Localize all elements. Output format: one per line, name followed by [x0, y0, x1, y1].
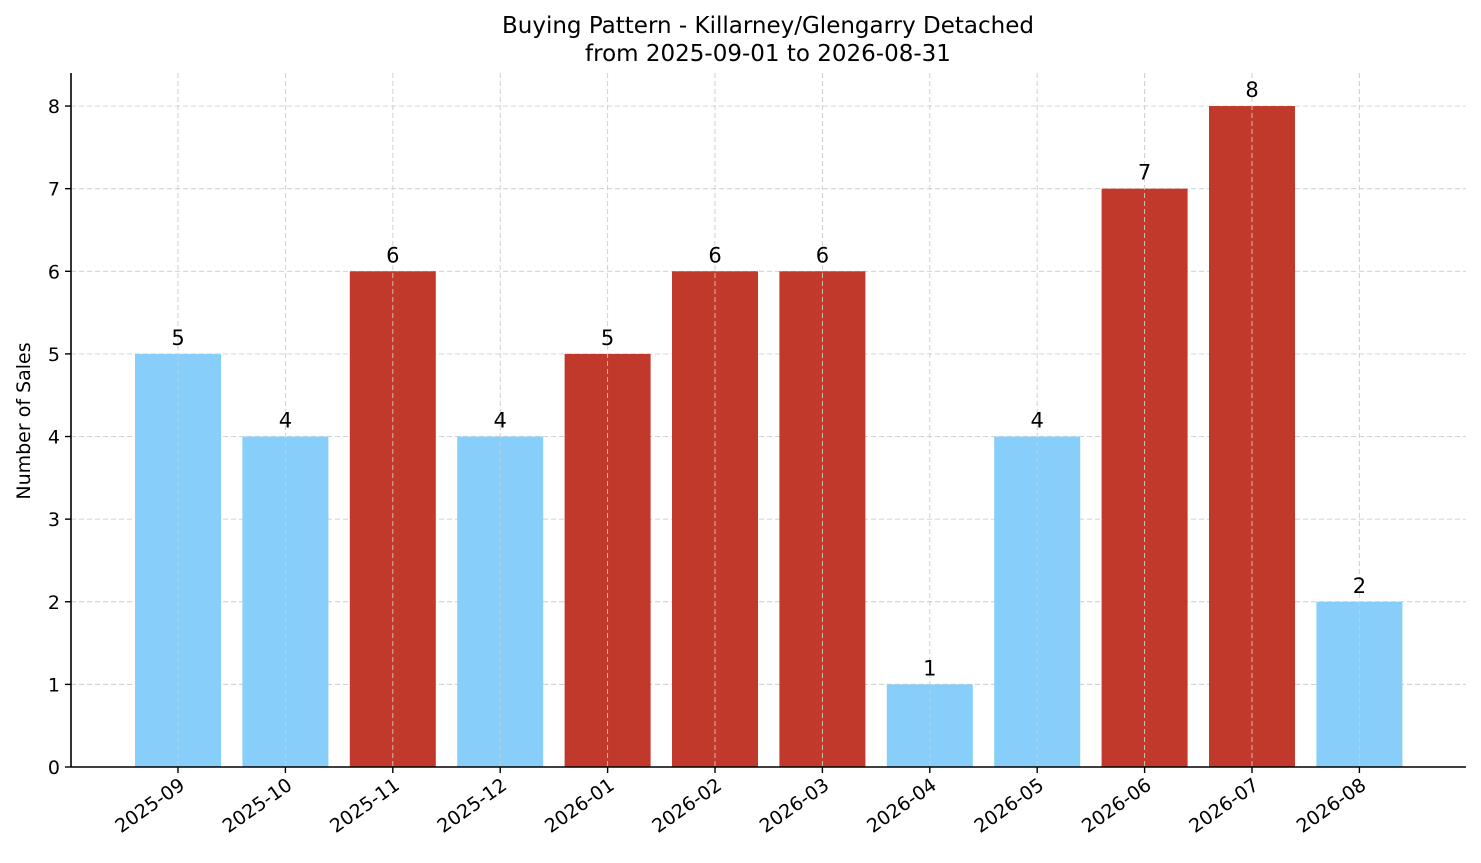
data-label-2026-07: 8	[1245, 78, 1258, 102]
x-tick-label: 2026-03	[756, 774, 834, 838]
data-label-2025-09: 5	[171, 326, 184, 350]
x-tick-label: 2025-11	[326, 774, 404, 838]
data-label-2025-11: 6	[386, 243, 399, 267]
y-tick-label: 1	[48, 674, 60, 696]
data-label-2026-08: 2	[1353, 574, 1366, 598]
y-tick-label: 6	[48, 261, 60, 283]
y-tick-label: 3	[48, 509, 60, 531]
x-tick-label: 2026-04	[863, 774, 941, 838]
x-tick-label: 2026-02	[648, 774, 726, 838]
x-tick-label: 2025-10	[219, 774, 297, 838]
data-label-2025-12: 4	[494, 409, 507, 433]
x-tick-label: 2026-05	[970, 774, 1048, 838]
x-tick-label: 2026-07	[1185, 774, 1263, 838]
data-labels: 5 4 6 4 5 6 6 1 4 7 8 2	[171, 73, 1366, 767]
x-tick-label: 2025-09	[111, 774, 189, 838]
data-label-2026-01: 5	[601, 326, 614, 350]
x-tick-label: 2026-06	[1078, 774, 1156, 838]
y-tick-label: 2	[48, 592, 60, 614]
chart-title: Buying Pattern - Killarney/Glengarry Det…	[502, 13, 1034, 39]
data-label-2025-10: 4	[279, 409, 292, 433]
y-tick-label: 0	[48, 757, 60, 779]
x-tick-label: 2026-01	[541, 774, 619, 838]
axes	[65, 73, 1466, 773]
y-axis-label: Number of Sales	[13, 342, 35, 499]
y-tick-label: 7	[48, 179, 60, 201]
y-tick-label: 5	[48, 344, 60, 366]
x-tick-labels: 2025-09 2025-10 2025-11 2025-12 2026-01 2026-…	[111, 774, 1370, 838]
y-tick-labels: 0 1 2 3 4 5 6 7 8	[48, 96, 60, 779]
data-label-2026-03: 6	[816, 243, 829, 267]
x-tick-label: 2025-12	[433, 774, 511, 838]
data-label-2026-04: 1	[923, 656, 936, 680]
x-tick-label: 2026-08	[1293, 774, 1371, 838]
data-label-2026-05: 4	[1031, 409, 1044, 433]
y-tick-label: 8	[48, 96, 60, 118]
chart-subtitle: from 2025-09-01 to 2026-08-31	[585, 41, 951, 67]
y-tick-label: 4	[48, 427, 60, 449]
data-label-2026-06: 7	[1138, 161, 1151, 185]
data-label-2026-02: 6	[708, 243, 721, 267]
